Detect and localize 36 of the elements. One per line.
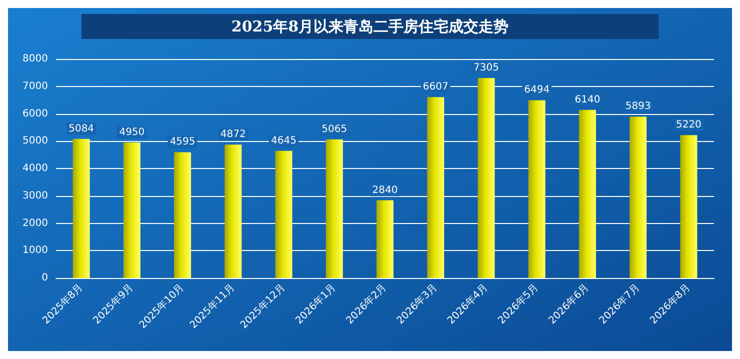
data-label: 6607 xyxy=(422,82,448,93)
chart-title: 2025年8月以来青岛二手房住宅成交走势 xyxy=(231,18,509,36)
y-tick-label: 3000 xyxy=(22,190,48,202)
data-label: 5893 xyxy=(625,101,651,112)
bar xyxy=(123,142,140,278)
bar xyxy=(680,135,698,278)
bar xyxy=(275,150,292,278)
data-label: 6140 xyxy=(574,94,600,106)
bar xyxy=(174,152,192,278)
data-label: 4645 xyxy=(271,135,296,146)
bar xyxy=(528,100,546,278)
data-label: 5065 xyxy=(322,124,348,135)
y-tick-label: 8000 xyxy=(22,54,48,64)
y-tick-label: 0 xyxy=(42,272,48,284)
y-tick-label: 2000 xyxy=(22,218,48,229)
bar xyxy=(376,200,394,278)
data-label: 4950 xyxy=(119,126,145,138)
data-label: 6494 xyxy=(524,84,550,96)
bar xyxy=(326,139,343,278)
bar xyxy=(224,144,242,278)
bar xyxy=(578,110,596,278)
bar xyxy=(427,97,444,278)
bar xyxy=(630,116,647,278)
y-tick-label: 7000 xyxy=(22,80,48,92)
data-label: 5220 xyxy=(676,120,702,131)
bar xyxy=(478,78,495,278)
y-tick-label: 4000 xyxy=(22,163,48,174)
data-label: 2840 xyxy=(372,184,398,196)
y-tick-label: 1000 xyxy=(22,245,48,256)
y-tick-label: 6000 xyxy=(22,108,48,120)
data-label: 4872 xyxy=(220,129,246,140)
data-label: 5084 xyxy=(68,123,94,134)
bar xyxy=(72,138,90,278)
data-label: 7305 xyxy=(474,62,499,74)
y-tick-label: 5000 xyxy=(22,136,48,147)
data-label: 4595 xyxy=(170,136,196,148)
